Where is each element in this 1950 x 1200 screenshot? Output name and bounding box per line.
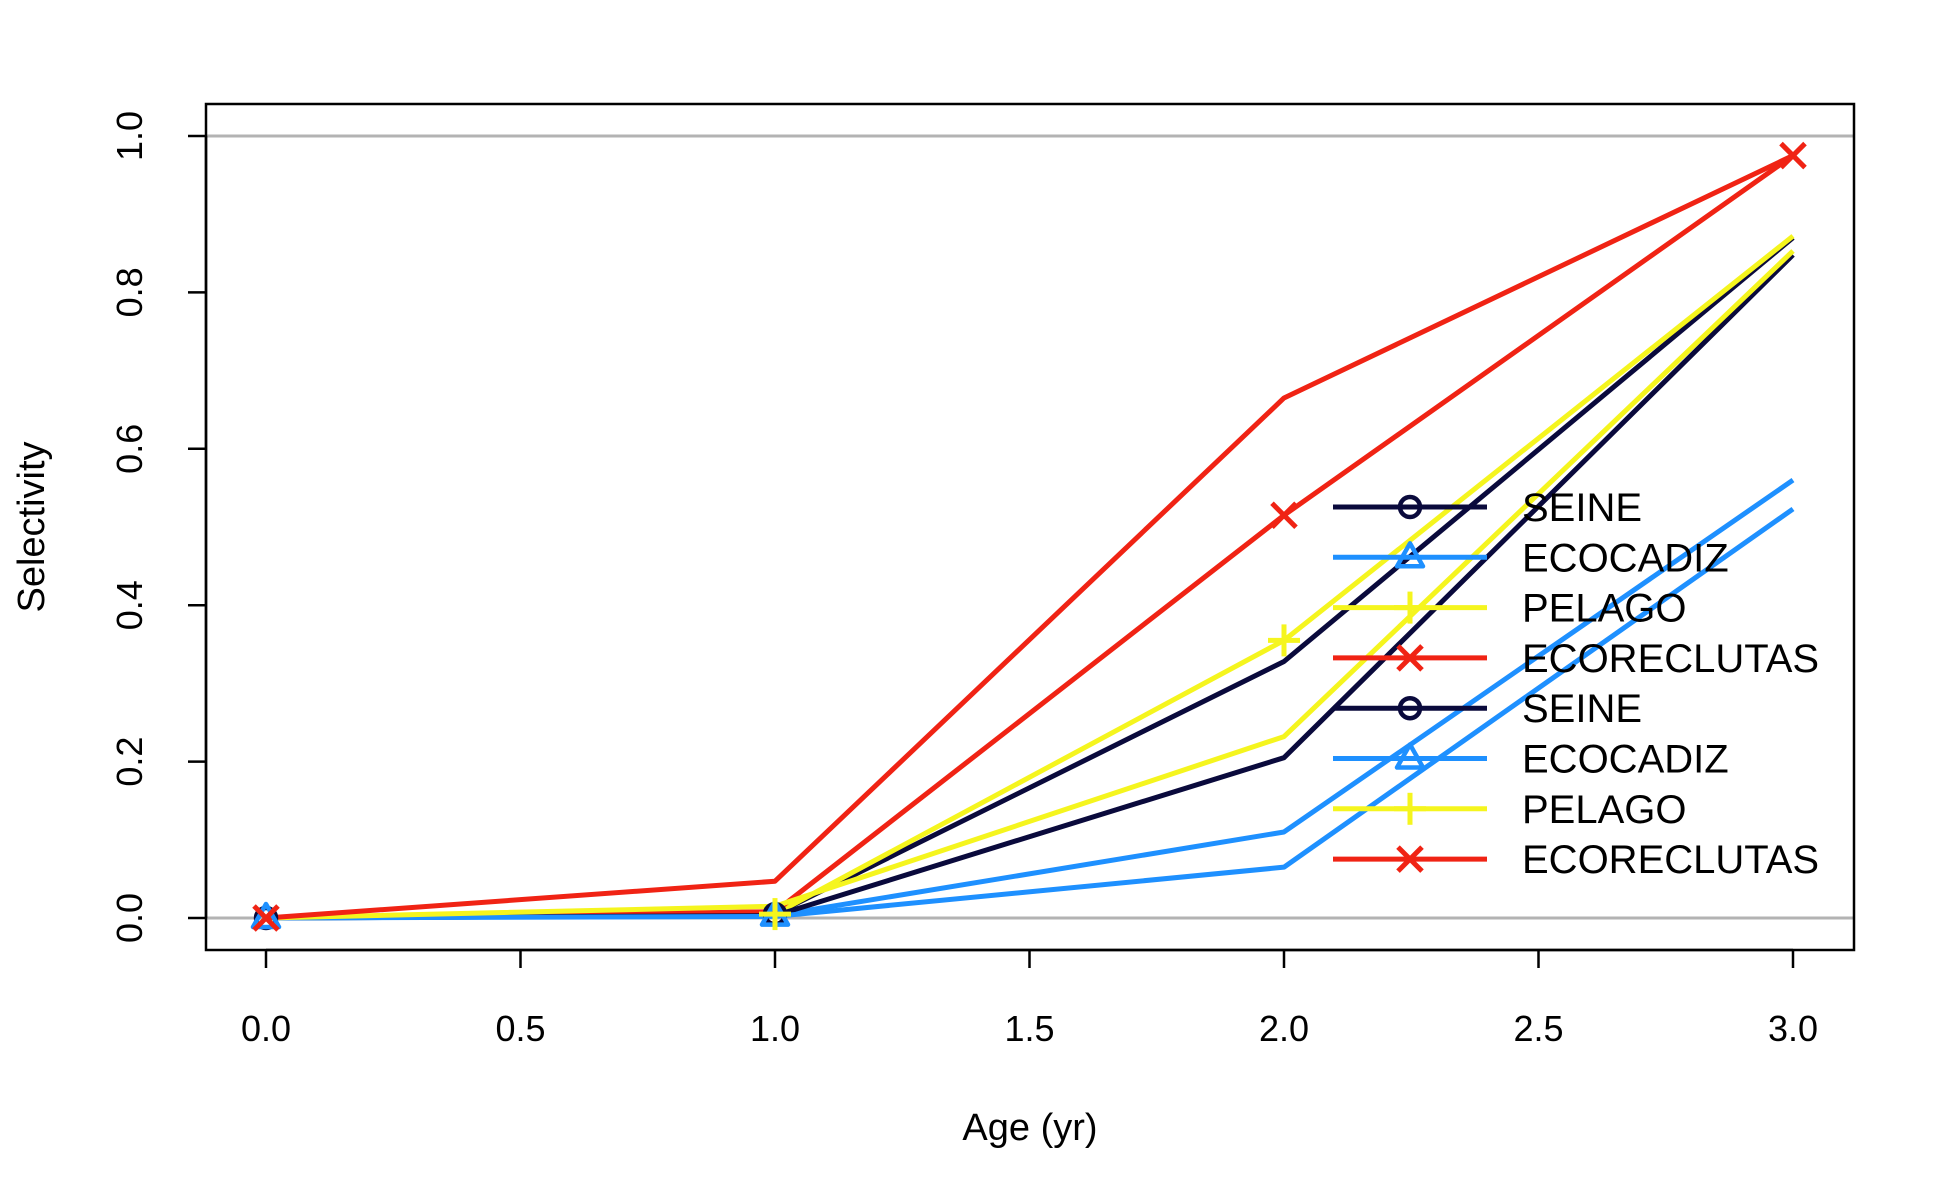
series-line-6 <box>265 506 1795 921</box>
legend-label: PELAGO <box>1522 587 1687 631</box>
series-line-7 <box>265 249 1795 921</box>
legend-circle-icon <box>1397 494 1423 520</box>
y-tick-label: 1.0 <box>109 111 150 161</box>
legend-triangle-icon <box>1394 742 1426 770</box>
y-tick-label: 0.0 <box>109 893 150 943</box>
data-point-plus-3-x2 <box>1268 624 1300 657</box>
series-lines <box>265 153 1795 921</box>
legend-item: PELAGO <box>1333 788 1687 832</box>
legend-label: ECORECLUTAS <box>1522 637 1819 681</box>
data-markers <box>250 141 1807 932</box>
x-tick-label: 0.0 <box>241 1008 291 1049</box>
legend-item: ECORECLUTAS <box>1333 838 1819 882</box>
legend-circle-icon <box>1397 695 1423 721</box>
x-tick-label: 3.0 <box>1768 1008 1818 1049</box>
y-tick-label: 0.4 <box>109 580 150 630</box>
legend-label: SEINE <box>1522 486 1642 530</box>
y-tick-label: 0.2 <box>109 737 150 787</box>
legend-cross-icon <box>1396 644 1424 672</box>
y-axis: 0.0 0.2 0.4 0.6 0.8 1.0 <box>109 111 208 943</box>
legend-plus-icon <box>1394 591 1426 624</box>
legend-plus-icon <box>1394 792 1426 825</box>
data-point-triangle-2-x0 <box>250 901 282 930</box>
legend-item: SEINE <box>1333 486 1642 530</box>
x-tick-label: 2.5 <box>1513 1008 1563 1049</box>
y-tick-label: 0.8 <box>109 267 150 317</box>
legend-item: ECORECLUTAS <box>1333 637 1819 681</box>
data-point-cross-4-x2 <box>1270 501 1298 530</box>
legend-label: ECORECLUTAS <box>1522 838 1819 882</box>
legend-cross-icon <box>1396 845 1424 873</box>
legend-triangle-icon <box>1394 541 1426 569</box>
x-axis-title: Age (yr) <box>962 1107 1097 1149</box>
x-tick-label: 1.0 <box>750 1008 800 1049</box>
legend-label: ECOCADIZ <box>1522 738 1729 782</box>
legend-item: PELAGO <box>1333 587 1687 631</box>
legend: SEINE ECOCADIZ PELAGO ECORECLUTAS SEINE ECOCA… <box>1333 486 1819 882</box>
legend-item: SEINE <box>1333 687 1642 731</box>
y-tick-label: 0.6 <box>109 424 150 474</box>
x-axis: 0.0 0.5 1.0 1.5 2.0 2.5 3.0 <box>241 948 1818 1049</box>
data-point-plus-3-x1 <box>759 898 791 931</box>
x-tick-label: 2.0 <box>1259 1008 1309 1049</box>
legend-item: ECOCADIZ <box>1333 738 1729 782</box>
series-line-8 <box>265 153 1795 921</box>
legend-label: SEINE <box>1522 687 1642 731</box>
data-point-cross-4-x0 <box>252 904 280 932</box>
y-axis-title: Selectivity <box>11 441 53 612</box>
legend-item: ECOCADIZ <box>1333 536 1729 580</box>
x-tick-label: 0.5 <box>495 1008 545 1049</box>
legend-label: PELAGO <box>1522 788 1687 832</box>
data-point-cross-4-x3 <box>1779 141 1807 170</box>
x-tick-label: 1.5 <box>1004 1008 1054 1049</box>
legend-label: ECOCADIZ <box>1522 536 1729 580</box>
